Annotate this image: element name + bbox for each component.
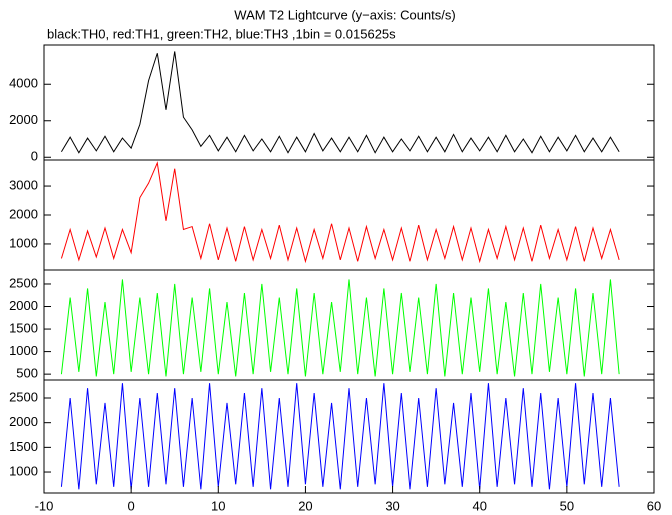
lightcurve	[60, 279, 620, 377]
y-tick-label: 2000	[9, 112, 38, 127]
y-tick-label: 1000	[9, 463, 38, 478]
x-tick-label: 0	[128, 498, 135, 513]
panel-frame	[43, 159, 655, 271]
y-tick-label: 1500	[9, 439, 38, 454]
y-tick-label: 3000	[9, 177, 38, 192]
y-tick-label: 1500	[9, 320, 38, 335]
y-tick-label: 2000	[9, 298, 38, 313]
y-tick-label: 2000	[9, 414, 38, 429]
y-tick-label: 1000	[9, 235, 38, 250]
lightcurve	[60, 383, 620, 490]
y-tick-label: 1000	[9, 343, 38, 358]
chart-subtitle: black:TH0, red:TH1, green:TH2, blue:TH3 …	[47, 26, 396, 41]
panel-frame	[43, 379, 655, 494]
panel-frame	[43, 44, 655, 161]
y-tick-label: 2500	[9, 389, 38, 404]
x-tick-label: -10	[35, 498, 54, 513]
x-tick-label: 10	[211, 498, 225, 513]
y-tick-label: 4000	[9, 76, 38, 91]
x-tick-label: 30	[385, 498, 399, 513]
y-tick-label: 500	[16, 366, 38, 381]
y-tick-label: 2000	[9, 206, 38, 221]
lightcurve	[60, 161, 620, 264]
lightcurve	[60, 51, 620, 154]
x-tick-label: 50	[560, 498, 574, 513]
x-tick-label: 20	[298, 498, 312, 513]
panel-frame	[43, 269, 655, 381]
x-tick-label: 40	[472, 498, 486, 513]
x-tick-label: 60	[647, 498, 661, 513]
y-tick-label: 0	[31, 149, 38, 164]
chart-title: WAM T2 Lightcurve (y−axis: Counts/s)	[234, 7, 455, 22]
y-tick-label: 2500	[9, 275, 38, 290]
